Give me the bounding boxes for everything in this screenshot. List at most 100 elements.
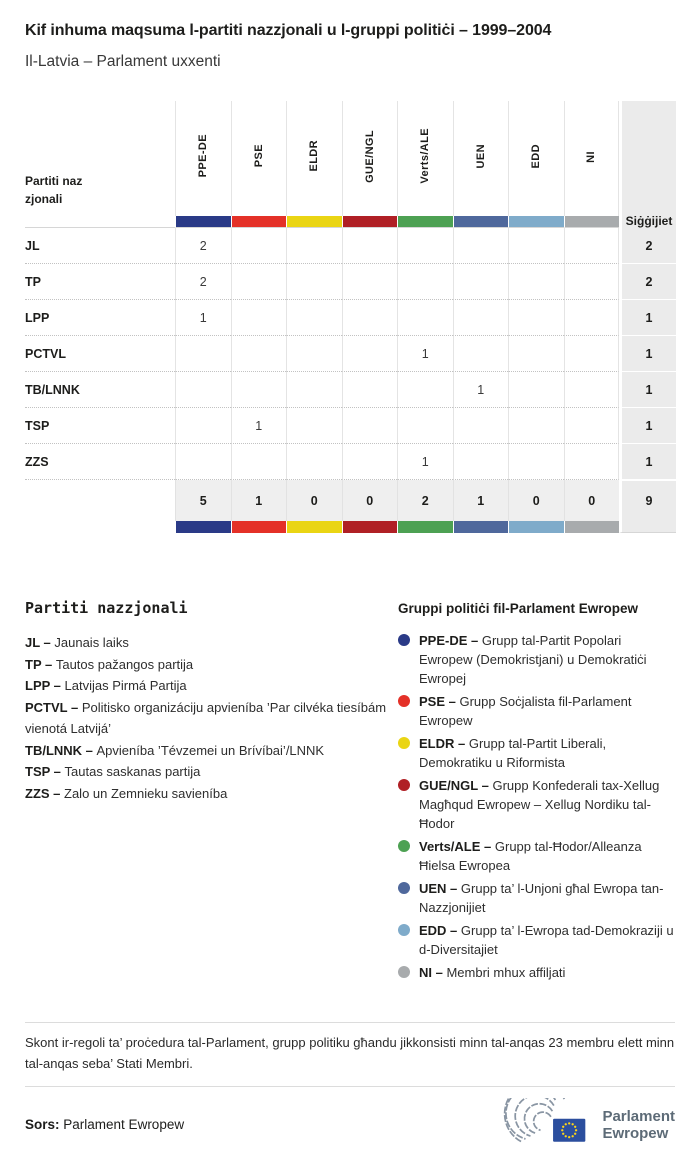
group-column-header: UEN	[452, 101, 509, 216]
seat-count-cell	[286, 228, 342, 264]
group-total-cell: 0	[563, 480, 619, 521]
national-parties-legend: Partiti nazzjonali JL – Jaunais laiks TP …	[25, 599, 387, 986]
seats-total-cell: 1	[619, 300, 676, 336]
party-label: JL	[25, 228, 175, 264]
group-color-bar	[341, 521, 397, 533]
legend-item: ELDR – Grupp tal-Partit Liberali, Demokr…	[398, 734, 675, 772]
seat-count-cell	[230, 300, 286, 336]
national-parties-heading: Partiti nazzjonali	[25, 599, 188, 617]
party-row: PCTVL 1 1	[25, 336, 676, 372]
legend-item: JL – Jaunais laiks	[25, 635, 129, 650]
party-abbr: ZZS –	[25, 785, 65, 801]
group-color-bar	[175, 216, 231, 228]
bottom-color-bar-row	[25, 521, 676, 533]
legend-item: PSE – Grupp Soċjalista fil-Parlament Ewr…	[398, 692, 675, 730]
seat-count-cell	[230, 444, 286, 480]
seats-total-cell: 1	[619, 372, 676, 408]
seat-count-cell	[397, 264, 453, 300]
seat-count-cell	[286, 264, 342, 300]
legend-item: UEN – Grupp ta’ l-Unjoni għal Ewropa tan…	[398, 879, 675, 917]
group-color-bar	[452, 216, 508, 228]
seat-count-cell	[397, 408, 453, 444]
legend-item: TSP – Tautas saskanas partija	[25, 764, 201, 779]
seat-count-cell	[341, 228, 397, 264]
group-color-bar	[563, 216, 619, 228]
group-column-label: NI	[585, 150, 598, 163]
seat-count-cell: 1	[175, 300, 231, 336]
group-color-dot-icon	[398, 966, 410, 978]
group-column-label: GUE/NGL	[363, 129, 376, 183]
seat-count-cell	[452, 228, 508, 264]
seat-count-cell	[508, 264, 564, 300]
seat-count-cell	[563, 336, 619, 372]
group-description: EDD – Grupp ta’ l-Ewropa tad-Demokraziji…	[419, 923, 674, 957]
group-color-bar	[508, 216, 564, 228]
party-abbr: TP –	[25, 656, 56, 672]
group-column-header: PSE	[230, 101, 287, 216]
seat-count-cell	[286, 336, 342, 372]
seat-count-cell	[452, 264, 508, 300]
group-color-bar	[286, 216, 342, 228]
seat-count-cell	[452, 444, 508, 480]
party-label: TSP	[25, 408, 175, 444]
row-header-label: Partiti nazzjonali	[25, 174, 83, 206]
seat-count-cell: 2	[175, 264, 231, 300]
grand-total-cell: 9	[619, 480, 676, 521]
seats-total-cell: 2	[619, 228, 676, 264]
party-label: PCTVL	[25, 336, 175, 372]
party-row: TP 2 2	[25, 264, 676, 300]
seat-count-cell	[508, 228, 564, 264]
group-abbr: EDD –	[419, 923, 461, 938]
party-abbr: TSP –	[25, 764, 65, 779]
group-column-label: ELDR	[308, 140, 321, 172]
source-label: Sors:	[25, 1117, 60, 1132]
group-total-cell: 1	[230, 480, 286, 521]
party-row: ZZS 1 1	[25, 444, 676, 480]
group-color-bar	[230, 521, 286, 533]
group-abbr: ELDR –	[419, 736, 469, 751]
seat-count-cell	[286, 300, 342, 336]
group-color-dot-icon	[398, 924, 410, 936]
group-color-bar	[508, 521, 564, 533]
group-column-label: EDD	[530, 143, 543, 169]
party-abbr: JL –	[25, 635, 55, 650]
seat-count-cell	[230, 372, 286, 408]
political-groups-legend: Gruppi politiċi fil-Parlament Ewropew PP…	[398, 599, 675, 986]
seat-count-cell	[563, 264, 619, 300]
group-description: NI – Membri mhux affiljati	[419, 965, 566, 980]
legend-item: GUE/NGL – Grupp Konfederali tax-Xellug M…	[398, 776, 675, 833]
party-label: TP	[25, 264, 175, 300]
group-color-dot-icon	[398, 695, 410, 707]
seat-count-cell: 1	[230, 408, 286, 444]
row-header-cell: Partiti nazzjonali	[25, 101, 175, 216]
group-column-header: EDD	[508, 101, 564, 216]
legend-item: NI – Membri mhux affiljati	[398, 963, 675, 982]
source-line: Sors: Parlament Ewropew	[25, 1117, 184, 1132]
seats-total-cell: 1	[619, 444, 676, 480]
seat-count-cell: 1	[397, 444, 453, 480]
ep-logo-line1: Parlament	[602, 1107, 675, 1125]
legend-item: LPP – Latvijas Pirmá Partija	[25, 678, 187, 693]
seat-count-cell	[341, 336, 397, 372]
seat-count-cell	[230, 336, 286, 372]
ep-logo: Parlament Ewropew	[497, 1098, 675, 1151]
group-column-label: Verts/ALE	[419, 128, 432, 184]
seat-count-cell	[452, 336, 508, 372]
seat-count-cell	[563, 300, 619, 336]
seat-count-cell	[563, 408, 619, 444]
party-abbr: LPP –	[25, 678, 65, 693]
group-column-header: Verts/ALE	[397, 101, 453, 216]
seat-count-cell	[341, 264, 397, 300]
group-color-bar	[230, 216, 286, 228]
seat-count-cell	[563, 372, 619, 408]
group-color-bar-row	[25, 216, 676, 228]
footnote: Skont ir-regoli ta’ proċedura tal-Parlam…	[25, 1035, 675, 1071]
group-description: UEN – Grupp ta’ l-Unjoni għal Ewropa tan…	[419, 881, 664, 915]
group-color-dot-icon	[398, 737, 410, 749]
ep-logo-text: Parlament Ewropew	[602, 1108, 675, 1142]
color-bar-spacer	[25, 216, 175, 228]
seats-total-cell: 1	[619, 408, 676, 444]
seat-count-cell	[175, 408, 231, 444]
seat-count-cell	[286, 372, 342, 408]
